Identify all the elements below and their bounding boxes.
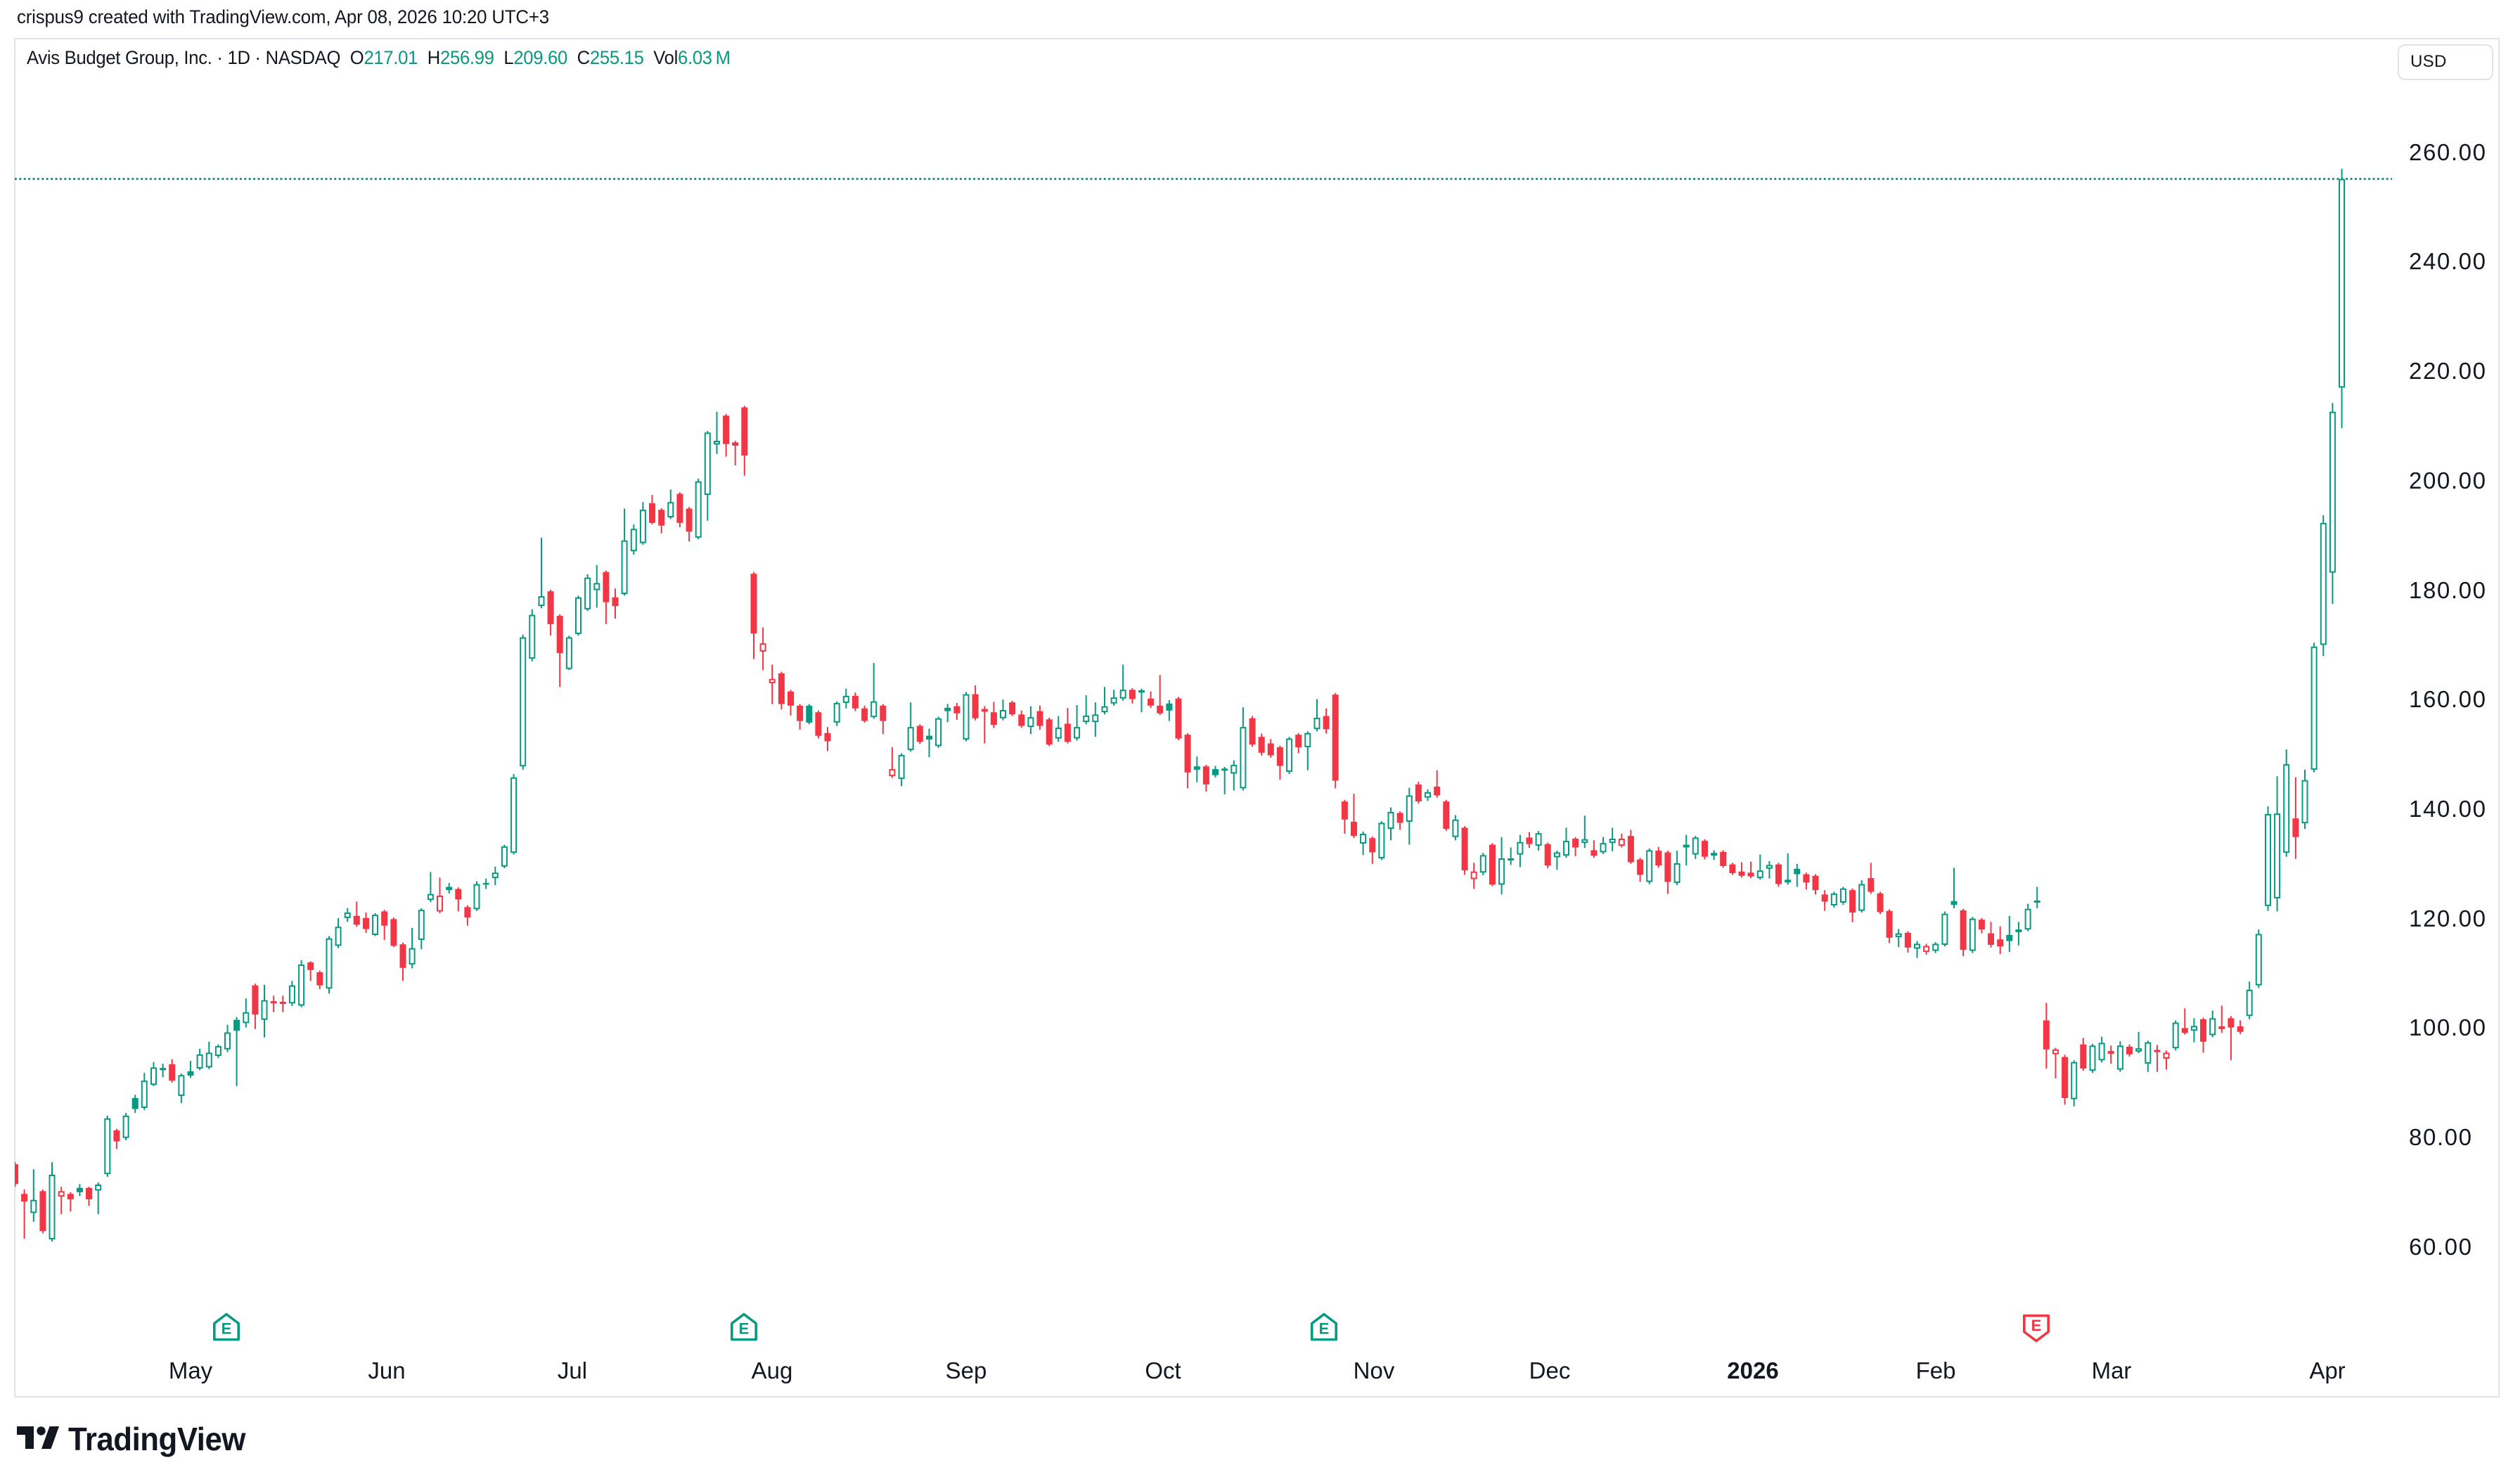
svg-text:E: E bbox=[739, 1320, 750, 1338]
svg-text:E: E bbox=[221, 1320, 232, 1338]
svg-text:E: E bbox=[2031, 1317, 2042, 1334]
svg-text:E: E bbox=[1319, 1320, 1330, 1338]
